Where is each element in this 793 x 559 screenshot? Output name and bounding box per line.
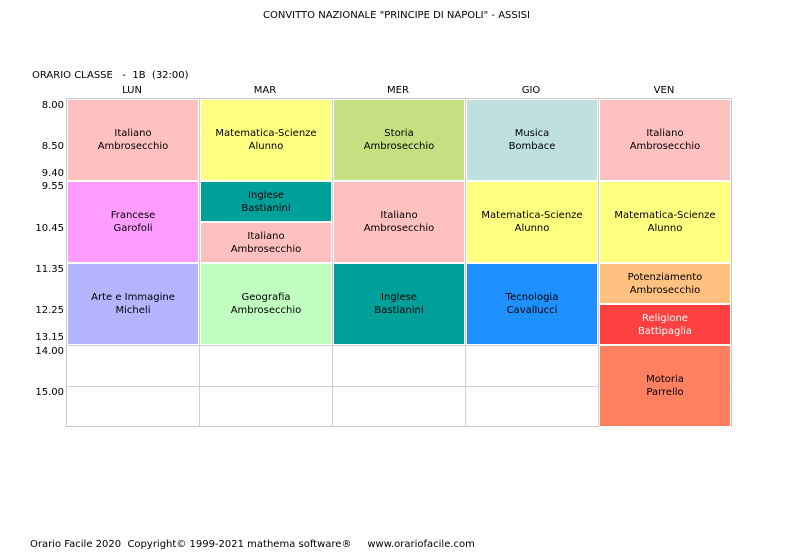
lesson-block[interactable]: Motoria Parrello <box>599 345 731 427</box>
lesson-teacher: Ambrosecchio <box>230 305 302 316</box>
school-title: CONVITTO NAZIONALE "PRINCIPE DI NAPOLI" … <box>263 10 530 21</box>
lesson-block[interactable]: Italiano Ambrosecchio <box>200 222 332 263</box>
lesson-subject: Matematica-Scienze <box>481 210 583 221</box>
lesson-subject: Storia <box>384 128 414 139</box>
day-header-mer: MER <box>387 85 409 96</box>
time-label: 14.00 <box>35 346 64 357</box>
lesson-teacher: Alunno <box>248 141 284 152</box>
time-label: 8.00 <box>41 100 64 111</box>
lesson-teacher: Bastianini <box>241 202 291 214</box>
lesson-teacher: Alunno <box>647 223 683 234</box>
lesson-teacher: Garofoli <box>113 223 153 234</box>
lesson-block[interactable]: Potenziamento Ambrosecchio <box>599 263 731 304</box>
lesson-block[interactable]: Arte e Immagine Micheli <box>67 263 199 345</box>
lesson-block[interactable]: Italiano Ambrosecchio <box>599 99 731 181</box>
lesson-subject: Matematica-Scienze <box>215 128 317 139</box>
lesson-subject: Religione <box>642 312 688 324</box>
lesson-subject: Geografia <box>241 292 291 303</box>
lesson-teacher: Cavallucci <box>506 305 558 316</box>
lesson-subject: Tecnologia <box>505 292 559 303</box>
time-label: 13.15 <box>35 332 64 343</box>
lesson-subject: Arte e Immagine <box>91 292 175 303</box>
lesson-block[interactable]: Geografia Ambrosecchio <box>200 263 332 345</box>
lesson-subject: Italiano <box>646 128 684 139</box>
day-header-mar: MAR <box>253 85 277 96</box>
time-label: 9.55 <box>41 181 64 192</box>
grid-line <box>465 98 466 427</box>
lesson-block[interactable]: Italiano Ambrosecchio <box>67 99 199 181</box>
class-heading: ORARIO CLASSE - 1B (32:00) <box>32 70 189 81</box>
grid-line <box>332 98 333 427</box>
copyright-footer: Orario Facile 2020 Copyright© 1999-2021 … <box>30 539 475 550</box>
lesson-subject: Italiano <box>114 128 152 139</box>
lesson-block[interactable]: Tecnologia Cavallucci <box>466 263 598 345</box>
lesson-teacher: Ambrosecchio <box>363 141 435 152</box>
time-label: 9.40 <box>41 168 64 179</box>
lesson-teacher: Bastianini <box>374 305 424 316</box>
lesson-subject: Matematica-Scienze <box>614 210 716 221</box>
grid-line <box>66 386 732 387</box>
lesson-subject: Musica <box>514 128 550 139</box>
lesson-teacher: Ambrosecchio <box>629 284 701 296</box>
lesson-block[interactable]: Francese Garofoli <box>67 181 199 263</box>
lesson-subject: Francese <box>110 210 156 221</box>
grid-line <box>66 345 732 346</box>
lesson-teacher: Parrello <box>646 387 684 398</box>
lesson-block[interactable]: Inglese Bastianini <box>333 263 465 345</box>
lesson-block[interactable]: Musica Bombace <box>466 99 598 181</box>
time-label: 8.50 <box>41 141 64 152</box>
time-label: 12.25 <box>35 305 64 316</box>
lesson-teacher: Battipaglia <box>637 325 693 337</box>
lesson-block[interactable]: Matematica-Scienze Alunno <box>599 181 731 263</box>
time-label: 10.45 <box>35 223 64 234</box>
lesson-teacher: Ambrosecchio <box>363 223 435 234</box>
lesson-subject: Inglese <box>381 292 417 303</box>
lesson-block[interactable]: Inglese Bastianini <box>200 181 332 222</box>
day-header-gio: GIO <box>521 85 541 96</box>
lesson-block[interactable]: Italiano Ambrosecchio <box>333 181 465 263</box>
lesson-teacher: Micheli <box>115 305 151 316</box>
time-label: 11.35 <box>35 264 64 275</box>
lesson-teacher: Ambrosecchio <box>230 243 302 255</box>
time-label: 15.00 <box>35 387 64 398</box>
lesson-subject: Potenziamento <box>627 271 703 283</box>
lesson-subject: Inglese <box>248 189 284 201</box>
lesson-teacher: Ambrosecchio <box>97 141 169 152</box>
lesson-teacher: Bombace <box>508 141 556 152</box>
lesson-block[interactable]: Religione Battipaglia <box>599 304 731 345</box>
lesson-teacher: Alunno <box>514 223 550 234</box>
lesson-teacher: Ambrosecchio <box>629 141 701 152</box>
lesson-subject: Italiano <box>380 210 418 221</box>
day-header-lun: LUN <box>122 85 142 96</box>
lesson-block[interactable]: Storia Ambrosecchio <box>333 99 465 181</box>
lesson-block[interactable]: Matematica-Scienze Alunno <box>200 99 332 181</box>
grid-line <box>199 98 200 427</box>
lesson-block[interactable]: Matematica-Scienze Alunno <box>466 181 598 263</box>
grid-line <box>598 98 599 427</box>
day-header-ven: VEN <box>653 85 675 96</box>
lesson-subject: Motoria <box>646 374 684 385</box>
lesson-subject: Italiano <box>247 230 285 242</box>
